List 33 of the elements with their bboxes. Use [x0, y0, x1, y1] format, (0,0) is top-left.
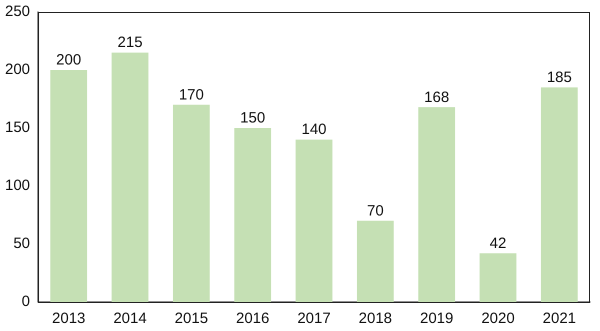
x-tick-label: 2018	[358, 310, 392, 328]
data-label: 140	[302, 121, 327, 138]
y-tick-label: 150	[4, 119, 30, 136]
bar	[234, 128, 272, 302]
data-label: 170	[178, 86, 204, 104]
x-tick-label: 2015	[174, 310, 208, 328]
y-tick-label: 200	[4, 61, 30, 78]
data-label: 200	[56, 52, 82, 69]
x-tick-label: 2021	[542, 310, 576, 328]
bar	[418, 107, 456, 302]
bar	[112, 52, 148, 302]
y-tick-label: 0	[22, 293, 30, 310]
data-label: 185	[546, 69, 572, 86]
y-tick-label: 50	[13, 235, 30, 252]
x-tick-label: 2017	[297, 310, 331, 328]
data-label: 215	[118, 34, 143, 52]
x-tick-label: 2019	[420, 310, 454, 328]
bar	[356, 220, 394, 302]
y-tick-label: 250	[4, 3, 30, 20]
data-label: 42	[490, 234, 506, 252]
bar	[50, 70, 88, 302]
bar	[540, 87, 578, 302]
x-tick-label: 2020	[481, 310, 515, 328]
x-tick-label: 2013	[52, 310, 86, 328]
bar	[172, 104, 210, 302]
data-label: 168	[424, 88, 450, 106]
data-label: 150	[240, 110, 266, 127]
bar	[480, 253, 516, 302]
y-tick-label: 100	[4, 177, 30, 194]
x-tick-label: 2014	[113, 310, 147, 328]
data-label: 70	[367, 202, 384, 220]
x-tick-label: 2016	[236, 310, 270, 328]
bar	[296, 140, 332, 302]
